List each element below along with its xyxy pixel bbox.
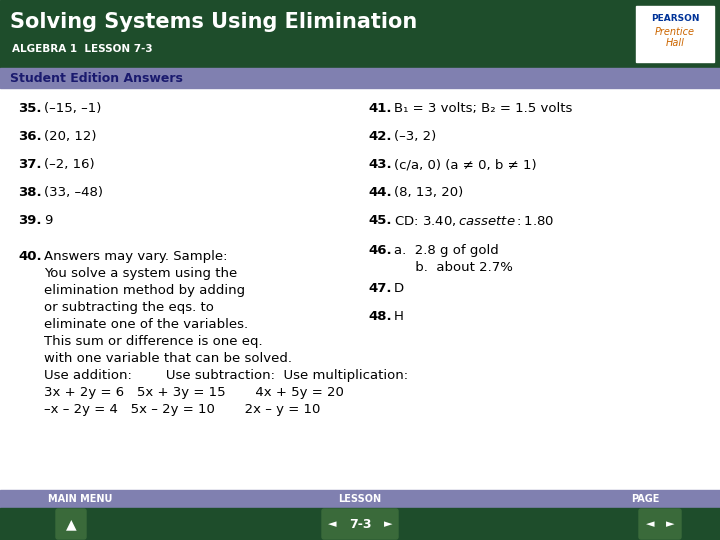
Text: (8, 13, 20): (8, 13, 20) bbox=[394, 186, 463, 199]
Text: H: H bbox=[394, 310, 404, 323]
Text: 44.: 44. bbox=[368, 186, 392, 199]
Text: PAGE: PAGE bbox=[631, 494, 660, 504]
Text: CD: $3.40, cassette: $1.80: CD: $3.40, cassette: $1.80 bbox=[394, 214, 554, 228]
Text: Hall: Hall bbox=[665, 38, 685, 48]
Text: ◄: ◄ bbox=[328, 519, 336, 529]
Bar bbox=[0, 0, 720, 68]
FancyBboxPatch shape bbox=[322, 509, 398, 539]
Text: ALGEBRA 1  LESSON 7-3: ALGEBRA 1 LESSON 7-3 bbox=[12, 44, 153, 54]
Text: 48.: 48. bbox=[368, 310, 392, 323]
Text: 45.: 45. bbox=[368, 214, 392, 227]
Bar bbox=[636, 6, 714, 62]
Text: 41.: 41. bbox=[368, 102, 392, 115]
Text: (–3, 2): (–3, 2) bbox=[394, 130, 436, 143]
Text: 37.: 37. bbox=[18, 158, 42, 171]
Text: 36.: 36. bbox=[18, 130, 42, 143]
Text: ►: ► bbox=[384, 519, 392, 529]
Text: a.  2.8 g of gold
     b.  about 2.7%: a. 2.8 g of gold b. about 2.7% bbox=[394, 244, 513, 274]
Text: MAIN MENU: MAIN MENU bbox=[48, 494, 112, 504]
Text: Prentice: Prentice bbox=[655, 27, 695, 37]
Text: 46.: 46. bbox=[368, 244, 392, 257]
Text: 38.: 38. bbox=[18, 186, 42, 199]
Text: LESSON: LESSON bbox=[338, 494, 382, 504]
Text: 7-3: 7-3 bbox=[348, 517, 372, 530]
Text: 43.: 43. bbox=[368, 158, 392, 171]
Text: D: D bbox=[394, 282, 404, 295]
Bar bbox=[0, 68, 720, 88]
Text: 39.: 39. bbox=[18, 214, 42, 227]
Text: (33, –48): (33, –48) bbox=[44, 186, 103, 199]
Text: Answers may vary. Sample:
You solve a system using the
elimination method by add: Answers may vary. Sample: You solve a sy… bbox=[44, 250, 408, 416]
Text: B₁ = 3 volts; B₂ = 1.5 volts: B₁ = 3 volts; B₂ = 1.5 volts bbox=[394, 102, 572, 115]
Bar bbox=[0, 490, 720, 508]
Text: ◄: ◄ bbox=[646, 519, 654, 529]
Text: PEARSON: PEARSON bbox=[651, 14, 699, 23]
Text: ▲: ▲ bbox=[66, 517, 76, 531]
Text: 47.: 47. bbox=[368, 282, 392, 295]
FancyBboxPatch shape bbox=[56, 509, 86, 539]
Text: 42.: 42. bbox=[368, 130, 392, 143]
Text: (c/a, 0) (a ≠ 0, b ≠ 1): (c/a, 0) (a ≠ 0, b ≠ 1) bbox=[394, 158, 536, 171]
FancyBboxPatch shape bbox=[639, 509, 681, 539]
Text: Student Edition Answers: Student Edition Answers bbox=[10, 71, 183, 84]
Text: 40.: 40. bbox=[18, 250, 42, 263]
Text: (20, 12): (20, 12) bbox=[44, 130, 96, 143]
Text: 35.: 35. bbox=[18, 102, 42, 115]
Text: Solving Systems Using Elimination: Solving Systems Using Elimination bbox=[10, 12, 418, 32]
Text: (–15, –1): (–15, –1) bbox=[44, 102, 102, 115]
Text: (–2, 16): (–2, 16) bbox=[44, 158, 94, 171]
Text: ►: ► bbox=[666, 519, 674, 529]
Bar bbox=[0, 508, 720, 540]
Text: 9: 9 bbox=[44, 214, 53, 227]
